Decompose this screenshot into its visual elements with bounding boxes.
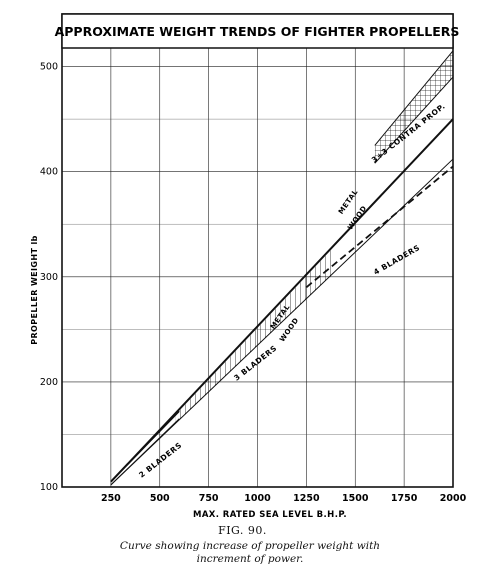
propeller-weight-chart: 250 500 750 1000 1250 1500 1750 2000 100 200 300 40… <box>30 13 467 520</box>
figure-caption: Curve showing increase of propeller weig… <box>90 540 410 566</box>
caption-line-2: increment of power. <box>196 553 304 565</box>
band-3-bladers <box>175 247 332 424</box>
y-tick-label: 400 <box>40 167 58 178</box>
figure-label: FIG. 90. <box>218 524 267 537</box>
title-box <box>61 13 454 49</box>
y-tick-label: 500 <box>40 62 58 73</box>
line-contra-metal <box>374 50 454 146</box>
band-contra-prop <box>374 50 453 164</box>
x-tick-label: 250 <box>101 493 121 504</box>
line-4-bladers <box>305 165 454 288</box>
y-tick-label: 100 <box>40 482 58 493</box>
x-tick-label: 500 <box>150 493 170 504</box>
chart-title: APPROXIMATE WEIGHT TRENDS OF FIGHTER PRO… <box>55 24 460 39</box>
line-3-bladers-metal <box>110 118 454 483</box>
y-axis-title: PROPELLER WEIGHT lb <box>30 235 39 345</box>
annotation-4-bladers: 4 BLADERS <box>372 243 422 277</box>
y-tick-label: 200 <box>40 377 58 388</box>
x-tick-label: 2000 <box>440 493 467 504</box>
x-tick-label: 1250 <box>293 493 320 504</box>
x-tick-label: 750 <box>199 493 219 504</box>
annotation-wood-contra: WOOD <box>346 204 368 231</box>
y-tick-label: 300 <box>40 272 58 283</box>
x-tick-label: 1500 <box>342 493 369 504</box>
x-tick-label: 1000 <box>244 493 271 504</box>
line-contra-wood <box>374 76 454 164</box>
x-axis-title: MAX. RATED SEA LEVEL B.H.P. <box>193 510 347 520</box>
caption-line-1: Curve showing increase of propeller weig… <box>119 540 381 552</box>
x-tick-label: 1750 <box>391 493 418 504</box>
